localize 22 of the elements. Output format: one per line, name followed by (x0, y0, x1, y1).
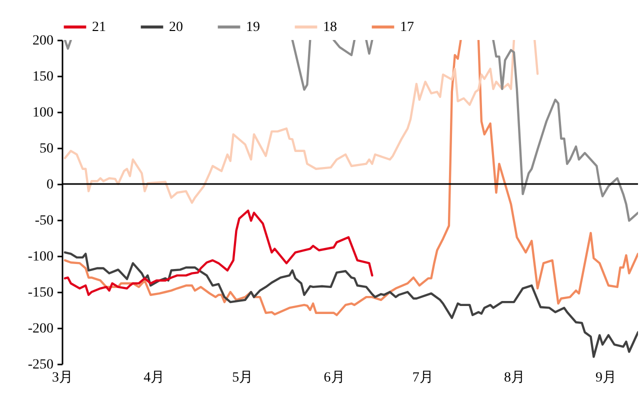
legend-label: 18 (323, 20, 337, 35)
x-tick-label: 4月 (144, 370, 165, 386)
y-tick-label: -250 (28, 358, 54, 372)
y-tick-label: 100 (32, 106, 54, 120)
legend-label: 19 (246, 20, 260, 35)
y-tick-label: 50 (40, 142, 54, 156)
y-tick-label: 200 (32, 34, 54, 48)
legend-label: 21 (92, 20, 106, 35)
y-tick-label: -100 (28, 250, 54, 264)
x-tick-label: 6月 (324, 370, 345, 386)
y-tick-label: -50 (34, 214, 54, 228)
x-tick-label: 7月 (412, 370, 434, 386)
y-tick-label: -200 (28, 322, 54, 336)
x-tick-label: 5月 (232, 370, 254, 386)
x-tick-label: 9月 (596, 370, 617, 386)
y-tick-label: -150 (28, 286, 54, 300)
y-tick-label: 150 (32, 70, 54, 84)
y-tick-label: 0 (46, 178, 54, 192)
x-tick-label: 8月 (504, 370, 525, 386)
legend-label: 17 (400, 20, 414, 35)
legend-label: 20 (169, 20, 183, 35)
x-tick-label: 3月 (52, 370, 73, 386)
